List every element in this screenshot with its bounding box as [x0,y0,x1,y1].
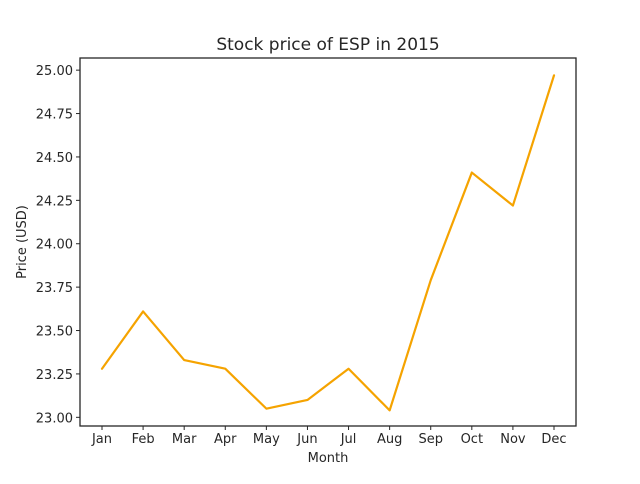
x-tick-label: Jun [296,432,317,447]
x-tick-label: Aug [377,432,402,447]
plot-series [100,74,556,412]
x-axis-ticks: Jan Feb Mar Apr May Jun Jul Aug Sep Oct Nov Dec [91,426,567,447]
y-tick-label: 23.75 [36,281,73,296]
x-axis-label: Month [308,451,349,466]
chart-title: Stock price of ESP in 2015 [216,35,439,55]
y-tick-label: 24.75 [36,108,73,123]
y-tick-label: 24.00 [36,238,73,253]
plot-frame [79,57,577,427]
x-tick-label: Oct [461,432,483,447]
x-tick-label: Nov [500,432,526,447]
x-tick-label: Mar [172,432,197,447]
x-tick-label: Feb [132,432,155,447]
y-tick-label: 24.25 [36,194,73,209]
x-tick-label: Jan [91,432,112,447]
series-line [100,74,556,412]
x-tick-label: Dec [541,432,566,447]
x-tick-label: Sep [418,432,443,447]
x-tick-label: Jul [340,432,357,447]
x-tick-label: Apr [214,432,237,447]
y-axis-label: Price (USD) [15,205,30,279]
y-tick-label: 24.50 [36,151,73,166]
y-tick-label: 23.00 [36,411,73,426]
y-axis-ticks: 23.00 23.25 23.50 23.75 24.00 24.25 24.50 24.75… [36,64,80,426]
y-tick-label: 23.50 [36,325,73,340]
x-tick-label: May [253,432,280,447]
y-tick-label: 23.25 [36,368,73,383]
y-tick-label: 25.00 [36,64,73,79]
